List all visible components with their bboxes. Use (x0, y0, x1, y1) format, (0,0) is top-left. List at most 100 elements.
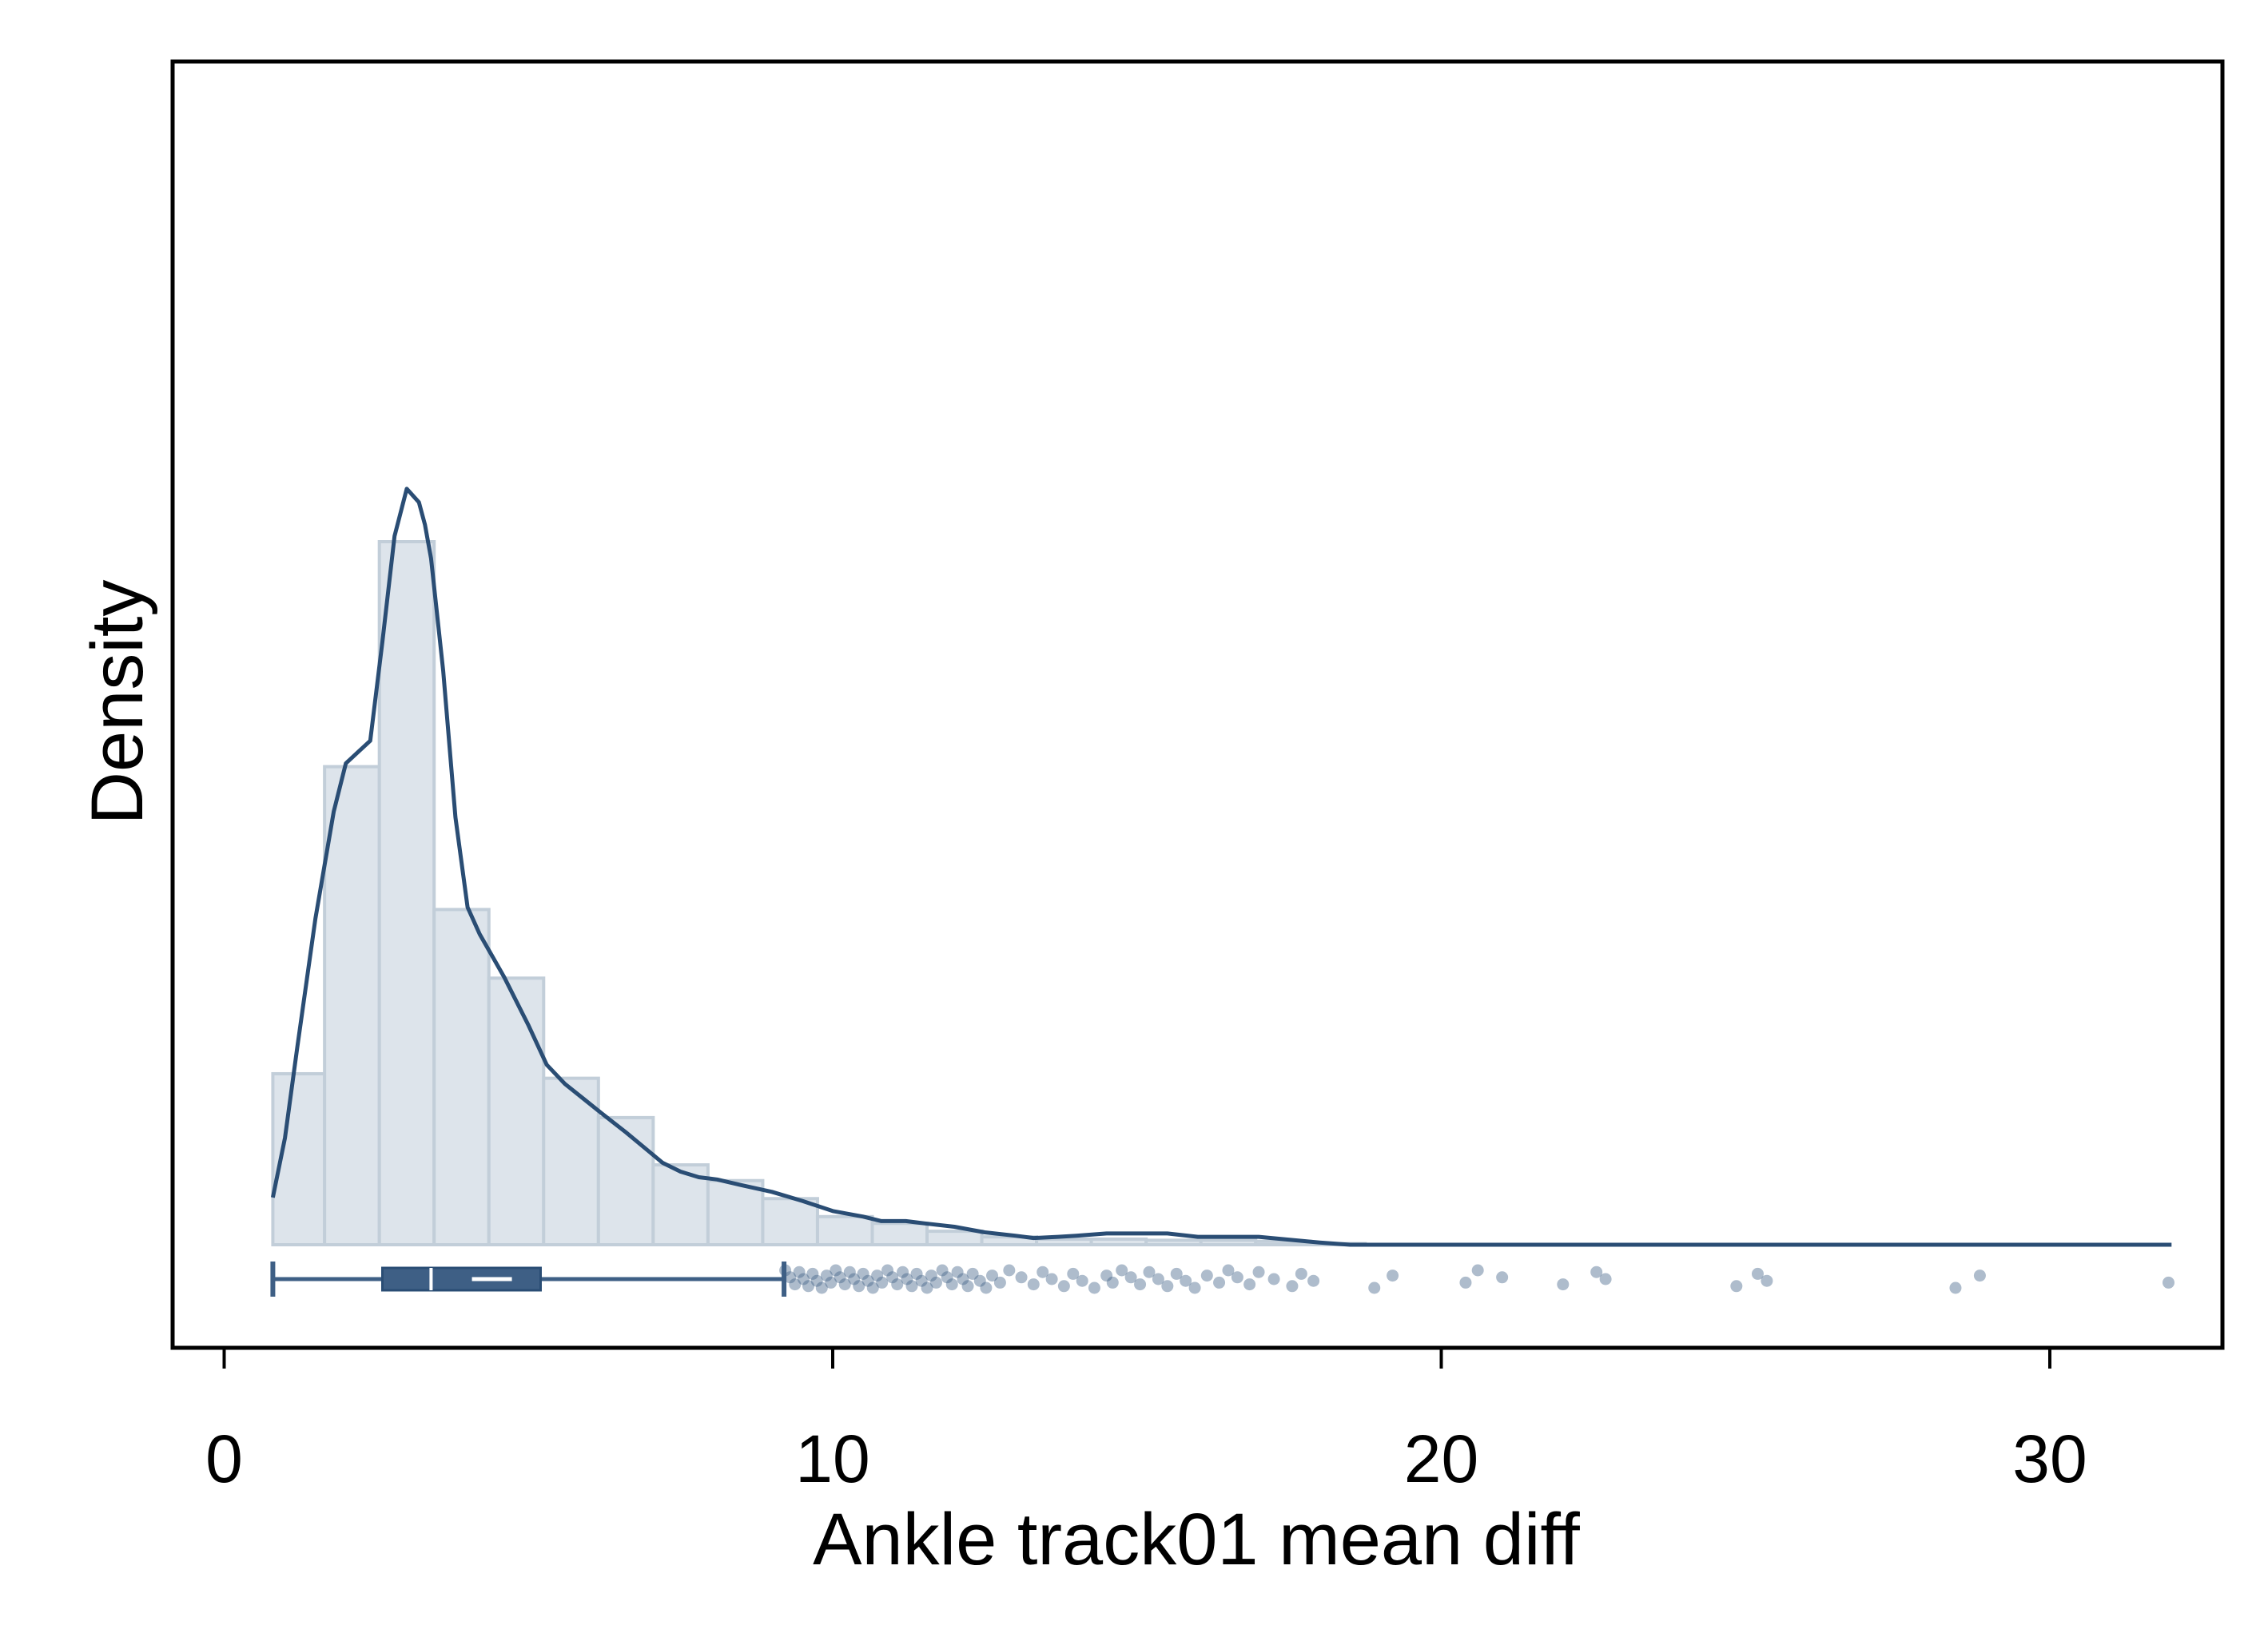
outlier-point (810, 1274, 823, 1287)
y-axis-title: Density (77, 580, 158, 825)
outlier-point (1076, 1274, 1088, 1287)
outlier-point (806, 1267, 819, 1280)
x-tick-label: 0 (205, 1421, 243, 1496)
outlier-point (2162, 1276, 2174, 1289)
outlier-point (1231, 1271, 1243, 1284)
outlier-point (986, 1270, 999, 1282)
histogram-bar-2 (377, 540, 436, 1246)
outlier-point (1088, 1281, 1100, 1294)
outlier-point (1180, 1274, 1192, 1287)
outlier-point (1161, 1280, 1174, 1293)
outlier-point (830, 1264, 842, 1277)
density-curve (270, 487, 2172, 1247)
outlier-point (1134, 1278, 1147, 1291)
outlier-point (1949, 1281, 1962, 1294)
histogram-bar-4 (487, 976, 546, 1246)
iqr-box (380, 1266, 542, 1292)
outlier-point (838, 1278, 851, 1291)
outlier-point (1599, 1273, 1612, 1285)
outlier-point (966, 1267, 979, 1280)
outlier-point (1188, 1281, 1201, 1294)
outlier-point (834, 1271, 846, 1284)
outlier-point (1100, 1270, 1113, 1282)
outlier-point (1124, 1271, 1137, 1284)
histogram-bar-1 (323, 765, 381, 1246)
outlier-point (871, 1270, 884, 1282)
outlier-point (1152, 1273, 1164, 1285)
histogram-bar-9 (761, 1197, 819, 1246)
outlier-point (886, 1271, 899, 1284)
histogram-bar-15 (1089, 1237, 1148, 1246)
outlier-point (1045, 1273, 1058, 1285)
outlier-point (793, 1266, 806, 1278)
outlier-point (891, 1278, 904, 1291)
outlier-point (825, 1276, 838, 1289)
outlier-point (853, 1280, 865, 1293)
outlier-point (1067, 1267, 1080, 1280)
outlier-point (1730, 1280, 1743, 1293)
outlier-point (857, 1267, 869, 1280)
outlier-point (961, 1280, 974, 1293)
histogram-bar-5 (542, 1076, 600, 1246)
outlier-point (1761, 1274, 1773, 1287)
outlier-point (866, 1281, 879, 1294)
x-axis-title: Ankle track01 mean diff (813, 1499, 1580, 1580)
outlier-point (915, 1274, 928, 1287)
outlier-point (1751, 1267, 1764, 1280)
outlier-point (1037, 1266, 1049, 1278)
outlier-point (941, 1271, 953, 1284)
outlier-point (1471, 1264, 1484, 1277)
x-tick-label: 30 (2012, 1421, 2087, 1496)
outlier-point (951, 1266, 964, 1278)
outlier-point (1106, 1276, 1119, 1289)
outlier-point (1459, 1276, 1472, 1289)
outlier-point (784, 1271, 797, 1284)
histogram-bar-6 (596, 1115, 655, 1246)
histogram-bar-14 (1035, 1237, 1093, 1246)
outlier-point (779, 1264, 792, 1277)
outlier-point (881, 1264, 894, 1277)
outlier-point (1590, 1266, 1603, 1278)
x-axis: 0 10 20 30 (205, 1346, 2208, 1496)
outlier-point (1307, 1274, 1320, 1287)
histogram-bars (271, 540, 1367, 1247)
outlier-point (936, 1264, 949, 1277)
outlier-point (1143, 1266, 1156, 1278)
outlier-point (1243, 1278, 1256, 1291)
outlier-point (1267, 1273, 1280, 1285)
outlier-points (779, 1264, 2174, 1294)
outlier-point (861, 1274, 874, 1287)
outlier-point (980, 1281, 993, 1294)
outlier-point (1295, 1267, 1307, 1280)
outlier-point (797, 1273, 810, 1285)
outlier-point (843, 1266, 856, 1278)
outlier-point (921, 1281, 933, 1294)
outlier-point (910, 1267, 923, 1280)
boxplot (270, 1262, 787, 1297)
outlier-point (1973, 1270, 1986, 1282)
histogram-bar-16 (1144, 1238, 1203, 1247)
histogram-bar-11 (870, 1222, 929, 1247)
x-tick-label: 10 (795, 1421, 869, 1496)
histogram-bar-10 (815, 1214, 874, 1247)
outlier-point (1057, 1280, 1070, 1293)
outlier-point (925, 1270, 937, 1282)
outlier-point (1496, 1271, 1509, 1284)
outlier-point (945, 1278, 958, 1291)
outlier-point (993, 1276, 1006, 1289)
x-tick-label: 20 (1404, 1421, 1478, 1496)
outlier-point (1368, 1281, 1381, 1294)
outlier-point (1387, 1270, 1399, 1282)
outlier-point (957, 1273, 969, 1285)
outlier-point (1557, 1278, 1570, 1291)
outlier-point (815, 1281, 828, 1294)
outlier-point (1200, 1270, 1213, 1282)
histogram-bar-3 (432, 908, 491, 1247)
outlier-point (897, 1266, 909, 1278)
outlier-point (1213, 1276, 1226, 1289)
outlier-point (1286, 1280, 1299, 1293)
outlier-point (820, 1270, 833, 1282)
outlier-point (901, 1273, 913, 1285)
outlier-point (1252, 1266, 1265, 1278)
